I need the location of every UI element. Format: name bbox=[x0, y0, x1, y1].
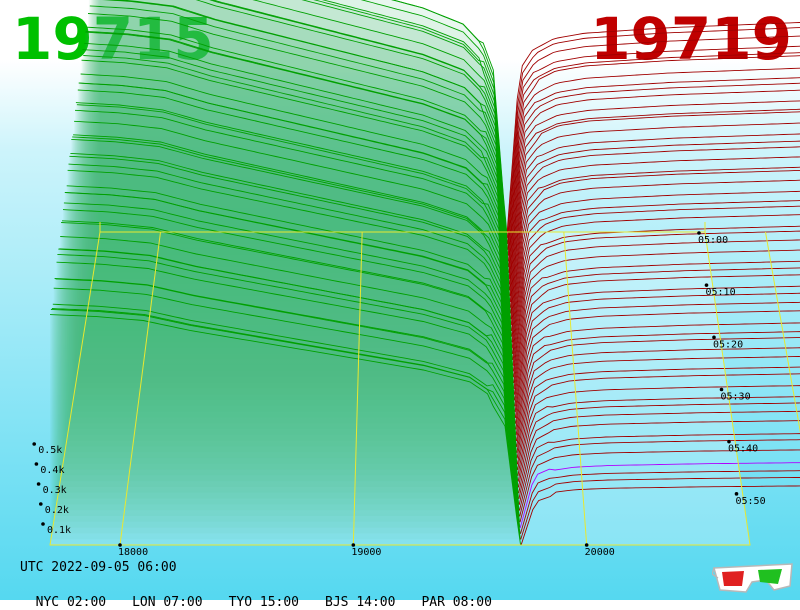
x-tick-label: 20000 bbox=[585, 547, 615, 558]
y-tick-label: 0.1k bbox=[47, 525, 71, 536]
ask-depth-line bbox=[507, 33, 800, 243]
x-tick-label: 18000 bbox=[118, 547, 148, 558]
z-tick-label: 05:50 bbox=[736, 496, 766, 507]
z-tick-label: 05:20 bbox=[713, 339, 743, 350]
y-tick-label: 0.2k bbox=[45, 505, 69, 516]
tz-par: PAR 08:00 bbox=[421, 595, 491, 610]
3d-glasses-icon[interactable] bbox=[712, 560, 794, 594]
y-tick-mark bbox=[41, 522, 45, 526]
y-tick-mark bbox=[37, 482, 41, 486]
y-tick-mark bbox=[32, 442, 36, 446]
z-tick-label: 05:00 bbox=[698, 235, 728, 246]
z-tick-label: 05:30 bbox=[721, 392, 751, 403]
y-tick-mark bbox=[35, 462, 39, 466]
y-tick-label: 0.4k bbox=[40, 465, 64, 476]
timezone-clocks: NYC 02:00 LON 07:00 TYO 15:00 BJS 14:00 PAR … bbox=[20, 580, 518, 610]
ask-depth-line bbox=[508, 50, 800, 255]
ask-depth-line bbox=[507, 25, 800, 238]
z-tick-label: 05:40 bbox=[728, 444, 758, 455]
utc-clock: UTC 2022-09-05 06:00 bbox=[20, 560, 177, 575]
x-grid-line bbox=[766, 232, 800, 545]
ask-depth-line bbox=[507, 20, 800, 232]
tz-nyc: NYC 02:00 bbox=[36, 595, 106, 610]
tz-tyo: TYO 15:00 bbox=[229, 595, 299, 610]
y-tick-mark bbox=[39, 502, 43, 506]
y-tick-label: 0.3k bbox=[43, 485, 67, 496]
y-tick-label: 0.5k bbox=[38, 445, 62, 456]
tz-bjs: BJS 14:00 bbox=[325, 595, 395, 610]
x-tick-label: 19000 bbox=[351, 547, 381, 558]
z-tick-label: 05:10 bbox=[706, 287, 736, 298]
tz-lon: LON 07:00 bbox=[132, 595, 202, 610]
